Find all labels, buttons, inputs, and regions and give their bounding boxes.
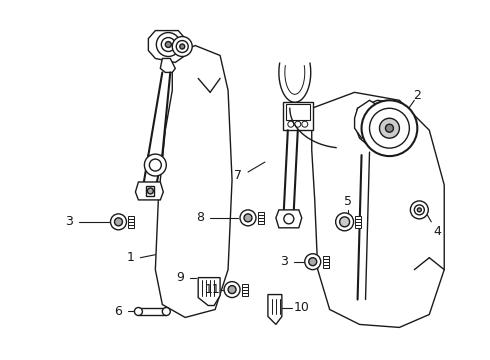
Polygon shape bbox=[258, 215, 264, 218]
Polygon shape bbox=[355, 216, 361, 219]
Text: 6: 6 bbox=[115, 305, 122, 318]
Circle shape bbox=[240, 210, 256, 226]
Circle shape bbox=[369, 108, 409, 148]
Polygon shape bbox=[258, 212, 264, 215]
Polygon shape bbox=[198, 278, 220, 306]
Circle shape bbox=[386, 124, 393, 132]
Polygon shape bbox=[286, 104, 310, 120]
Circle shape bbox=[228, 285, 236, 293]
Circle shape bbox=[161, 37, 175, 51]
Circle shape bbox=[224, 282, 240, 298]
Polygon shape bbox=[355, 225, 361, 228]
Circle shape bbox=[284, 214, 294, 224]
Text: 3: 3 bbox=[65, 215, 73, 228]
Polygon shape bbox=[258, 221, 264, 224]
Text: 1: 1 bbox=[126, 251, 134, 264]
Polygon shape bbox=[355, 100, 404, 150]
Circle shape bbox=[145, 154, 166, 176]
Circle shape bbox=[176, 41, 188, 53]
Text: 11: 11 bbox=[204, 283, 220, 296]
Circle shape bbox=[340, 217, 349, 227]
Polygon shape bbox=[148, 31, 185, 62]
Text: 7: 7 bbox=[234, 168, 242, 181]
Polygon shape bbox=[268, 294, 282, 324]
Polygon shape bbox=[323, 265, 329, 268]
Text: 8: 8 bbox=[196, 211, 204, 224]
Polygon shape bbox=[128, 219, 134, 222]
Polygon shape bbox=[323, 256, 329, 259]
Circle shape bbox=[417, 208, 421, 212]
Polygon shape bbox=[242, 289, 248, 293]
Polygon shape bbox=[276, 210, 302, 228]
Text: 2: 2 bbox=[414, 89, 421, 102]
Text: 5: 5 bbox=[343, 195, 352, 208]
Polygon shape bbox=[135, 182, 163, 200]
Polygon shape bbox=[128, 222, 134, 225]
Circle shape bbox=[162, 307, 171, 315]
Circle shape bbox=[172, 37, 192, 57]
Circle shape bbox=[115, 218, 122, 226]
Circle shape bbox=[149, 159, 161, 171]
Circle shape bbox=[305, 254, 321, 270]
Polygon shape bbox=[355, 219, 361, 222]
Polygon shape bbox=[242, 293, 248, 296]
Circle shape bbox=[415, 205, 424, 215]
Circle shape bbox=[165, 41, 172, 48]
Circle shape bbox=[295, 121, 301, 127]
Circle shape bbox=[111, 214, 126, 230]
Text: 9: 9 bbox=[176, 271, 184, 284]
Circle shape bbox=[244, 214, 252, 222]
Circle shape bbox=[336, 213, 354, 231]
Circle shape bbox=[147, 188, 153, 194]
Text: 3: 3 bbox=[280, 255, 288, 268]
Text: 4: 4 bbox=[433, 225, 441, 238]
Polygon shape bbox=[242, 284, 248, 287]
Polygon shape bbox=[323, 262, 329, 265]
Circle shape bbox=[288, 121, 294, 127]
Circle shape bbox=[180, 44, 185, 49]
Circle shape bbox=[302, 121, 308, 127]
Circle shape bbox=[410, 201, 428, 219]
Polygon shape bbox=[138, 307, 166, 315]
Circle shape bbox=[309, 258, 317, 266]
Circle shape bbox=[134, 307, 143, 315]
Circle shape bbox=[362, 100, 417, 156]
Polygon shape bbox=[283, 102, 313, 130]
Polygon shape bbox=[323, 259, 329, 262]
Text: 10: 10 bbox=[294, 301, 310, 314]
Polygon shape bbox=[128, 225, 134, 228]
Polygon shape bbox=[128, 216, 134, 219]
Circle shape bbox=[379, 118, 399, 138]
Polygon shape bbox=[147, 186, 154, 196]
Polygon shape bbox=[258, 218, 264, 221]
Polygon shape bbox=[242, 287, 248, 289]
Polygon shape bbox=[155, 45, 232, 318]
Polygon shape bbox=[355, 222, 361, 225]
Polygon shape bbox=[355, 100, 379, 138]
Polygon shape bbox=[312, 92, 444, 328]
Polygon shape bbox=[160, 58, 175, 72]
Circle shape bbox=[156, 32, 180, 57]
